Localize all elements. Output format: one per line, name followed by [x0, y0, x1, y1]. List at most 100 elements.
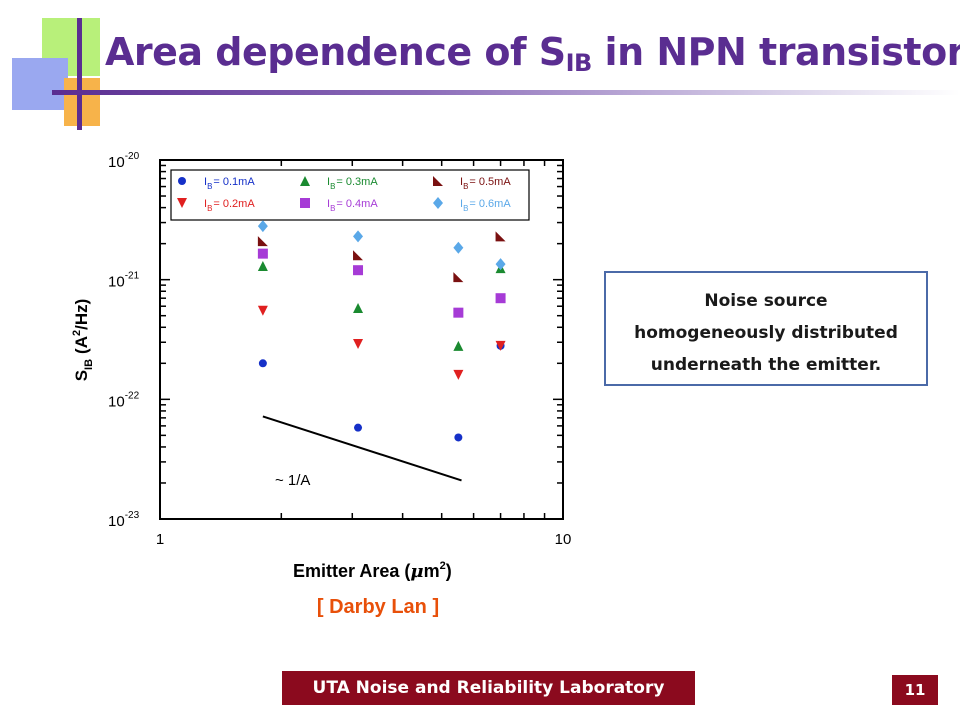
data-point	[354, 423, 363, 432]
data-point	[257, 236, 268, 247]
y-tick-exponent: -22	[125, 390, 140, 401]
legend-marker	[178, 177, 186, 185]
y-tick-base: 10	[108, 154, 125, 171]
legend-label-rest: = 0.3mA	[336, 176, 378, 188]
x-tick-label: 1	[156, 531, 164, 548]
legend-label-rest: = 0.2mA	[213, 198, 255, 210]
legend-marker	[433, 197, 443, 209]
legend-label-main: I	[204, 198, 207, 210]
slope-annotation: ~ 1/A	[275, 472, 310, 489]
axis-ticks	[159, 160, 564, 520]
decor-horizontal-line	[52, 90, 960, 95]
x-tick-labels: 1 10	[156, 531, 572, 548]
data-point	[453, 241, 464, 254]
legend-label-sub: B	[207, 182, 212, 191]
legend-marker	[177, 198, 187, 208]
ylabel-sup: 2	[71, 330, 83, 336]
y-tick-exponent: -21	[125, 271, 140, 282]
y-tick-label: 10-23	[108, 510, 140, 530]
data-point	[453, 369, 464, 380]
legend-label-sub: B	[463, 204, 468, 213]
data-point	[495, 231, 506, 242]
decor-square-orange	[64, 78, 100, 126]
legend-label: IB= 0.3mA	[327, 176, 378, 191]
legend-label-sub: B	[463, 182, 468, 191]
y-tick-exponent: -20	[125, 151, 140, 162]
x-axis-label: Emitter Area (μm2)	[293, 560, 452, 582]
y-tick-label: 10-21	[108, 271, 140, 291]
x-tick-label: 10	[555, 531, 572, 548]
data-point	[495, 340, 506, 351]
y-axis-label: SIB (A2/Hz)	[71, 299, 95, 382]
footer-lab-name: UTA Noise and Reliability Laboratory	[282, 671, 695, 705]
legend-label-main: I	[460, 176, 463, 188]
legend-label: IB= 0.1mA	[204, 176, 255, 191]
legend-label-sub: B	[207, 204, 212, 213]
ylabel-sub: IB	[83, 359, 95, 370]
y-tick-label: 10-22	[108, 390, 140, 410]
legend-label-main: I	[327, 176, 330, 188]
data-points	[257, 220, 506, 442]
plot-frame	[159, 159, 564, 520]
data-point	[495, 293, 506, 304]
legend-label-main: I	[327, 198, 330, 210]
xlabel-mu: μ	[410, 561, 423, 582]
data-point	[257, 261, 268, 272]
reference-slope-line	[262, 415, 462, 482]
ylabel-s: S	[72, 370, 91, 381]
data-point	[257, 305, 268, 316]
data-point	[353, 250, 364, 261]
legend-label-rest: = 0.1mA	[213, 176, 255, 188]
legend-label-sub: B	[330, 182, 335, 191]
y-tick-base: 10	[108, 513, 125, 530]
y-tick-base: 10	[108, 393, 125, 410]
data-point	[453, 272, 464, 283]
legend-label-main: I	[204, 176, 207, 188]
data-point	[257, 220, 268, 233]
ylabel-unit: (A	[72, 336, 91, 354]
legend-label: IB= 0.2mA	[204, 198, 255, 213]
data-point	[353, 265, 364, 276]
legend-label-rest: = 0.6mA	[469, 198, 511, 210]
legend-label-sub: B	[330, 204, 335, 213]
data-point	[353, 302, 364, 313]
legend-label: IB= 0.5mA	[460, 176, 511, 191]
legend-label-rest: = 0.4mA	[336, 198, 378, 210]
legend-marker	[300, 176, 310, 186]
note-box: Noise source homogeneously distributed u…	[604, 271, 928, 386]
legend-box	[170, 169, 530, 221]
data-point	[453, 340, 464, 351]
data-point	[353, 338, 364, 349]
legend-label: IB= 0.4mA	[327, 198, 378, 213]
legend-label-main: I	[460, 198, 463, 210]
data-point	[257, 248, 268, 259]
data-point	[453, 307, 464, 318]
svg-text:SIB(A2/Hz): SIB (A2/Hz)	[71, 299, 95, 382]
xlabel-close: )	[446, 561, 452, 581]
note-line-1: Noise source	[704, 291, 828, 311]
legend-label: IB= 0.6mA	[460, 198, 511, 213]
legend-marker	[300, 198, 310, 208]
page-number: 11	[892, 675, 938, 705]
xlabel-sup: 2	[440, 560, 446, 572]
xlabel-main: Emitter Area (	[293, 561, 410, 581]
data-point	[258, 359, 267, 368]
note-line-3: underneath the emitter.	[650, 355, 882, 375]
data-point	[353, 230, 364, 243]
page-title: Area dependence of SIB in NPN transistor…	[105, 30, 960, 77]
legend-label-rest: = 0.5mA	[469, 176, 511, 188]
y-tick-label: 10-20	[108, 151, 140, 171]
y-tick-base: 10	[108, 274, 125, 291]
decor-square-blue	[12, 58, 68, 110]
ylabel-unit2: /Hz)	[72, 299, 91, 330]
note-line-2: homogeneously distributed	[634, 323, 898, 343]
legend-marker	[433, 176, 443, 186]
author-credit: [ Darby Lan ]	[316, 596, 440, 618]
data-point	[454, 433, 463, 442]
decor-vertical-line	[77, 18, 82, 130]
xlabel-m: m	[424, 561, 440, 581]
data-point	[495, 258, 506, 271]
